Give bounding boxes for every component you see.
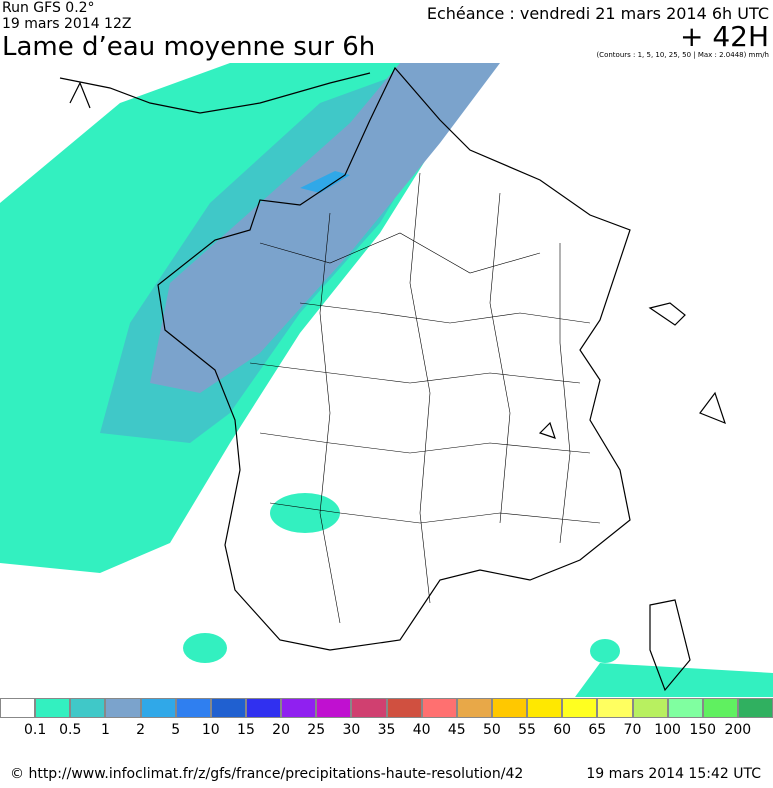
scale-swatch — [562, 698, 598, 718]
scale-label: 50 — [482, 722, 501, 738]
lead-time: + 42H — [679, 20, 769, 53]
department-borders — [249, 172, 601, 624]
scale-label: 65 — [588, 722, 607, 738]
scale-label: 0.5 — [59, 722, 82, 738]
scale-label: 200 — [724, 722, 752, 738]
scale-label: 0.1 — [23, 722, 47, 738]
source-url: © http://www.infoclimat.fr/z/gfs/france/… — [10, 766, 524, 782]
scale-swatch — [491, 698, 528, 718]
scale-label: 70 — [623, 722, 642, 738]
scale-label: 2 — [136, 722, 145, 738]
scale-label: 30 — [342, 722, 361, 738]
scale-swatch — [0, 698, 36, 718]
scale-label: 25 — [307, 722, 326, 738]
scale-label: 40 — [412, 722, 431, 738]
color-scale — [0, 698, 773, 718]
precip-heavy — [150, 63, 500, 393]
scale-swatch — [70, 698, 106, 718]
scale-label: 10 — [201, 722, 220, 738]
model-run: Run GFS 0.2° — [2, 0, 95, 16]
precip-spot — [590, 639, 620, 663]
scale-label: 150 — [689, 722, 717, 738]
scale-label: 5 — [171, 722, 181, 738]
run-date: 19 mars 2014 12Z — [2, 16, 132, 32]
scale-label: 60 — [553, 722, 572, 738]
contour-note: (Contours : 1, 5, 10, 25, 50 | Max : 2.0… — [596, 51, 769, 59]
scale-swatch — [105, 698, 141, 718]
scale-swatch — [386, 698, 422, 718]
scale-label: 20 — [272, 722, 290, 738]
scale-swatch — [737, 698, 773, 718]
scale-swatch — [351, 698, 387, 718]
scale-label: 55 — [518, 722, 536, 738]
map-title: Lame d’eau moyenne sur 6h — [2, 32, 376, 62]
scale-swatch — [667, 698, 703, 718]
scale-swatch — [527, 698, 563, 718]
scale-swatch — [421, 698, 457, 718]
precip-spot — [183, 633, 227, 663]
coastlines — [59, 66, 726, 692]
scale-swatch — [702, 698, 738, 718]
scale-swatch — [140, 698, 176, 718]
forecast-time: Echéance : vendredi 21 mars 2014 6h UTC — [426, 4, 769, 23]
scale-swatch — [35, 698, 71, 718]
scale-swatch — [597, 698, 633, 718]
scale-label: 100 — [654, 722, 681, 738]
scale-label: 35 — [377, 722, 396, 738]
scale-swatch — [175, 698, 211, 718]
scale-swatch — [281, 698, 317, 718]
map — [0, 63, 773, 697]
scale-labels: 0.1 0.5 1 2 5 10 15 20 25 30 35 40 45 50 55 60 65 70 100 15… — [0, 722, 773, 742]
scale-label: 15 — [237, 722, 255, 738]
scale-swatch — [245, 698, 282, 718]
scale-swatch — [316, 698, 352, 718]
precip-spot — [270, 493, 340, 533]
scale-swatch — [210, 698, 246, 718]
scale-swatch — [632, 698, 668, 718]
timestamp: 19 mars 2014 15:42 UTC — [586, 766, 761, 782]
scale-label: 45 — [447, 722, 466, 738]
scale-swatch — [456, 698, 492, 718]
scale-label: 1 — [100, 722, 110, 738]
precip-core — [300, 171, 350, 193]
